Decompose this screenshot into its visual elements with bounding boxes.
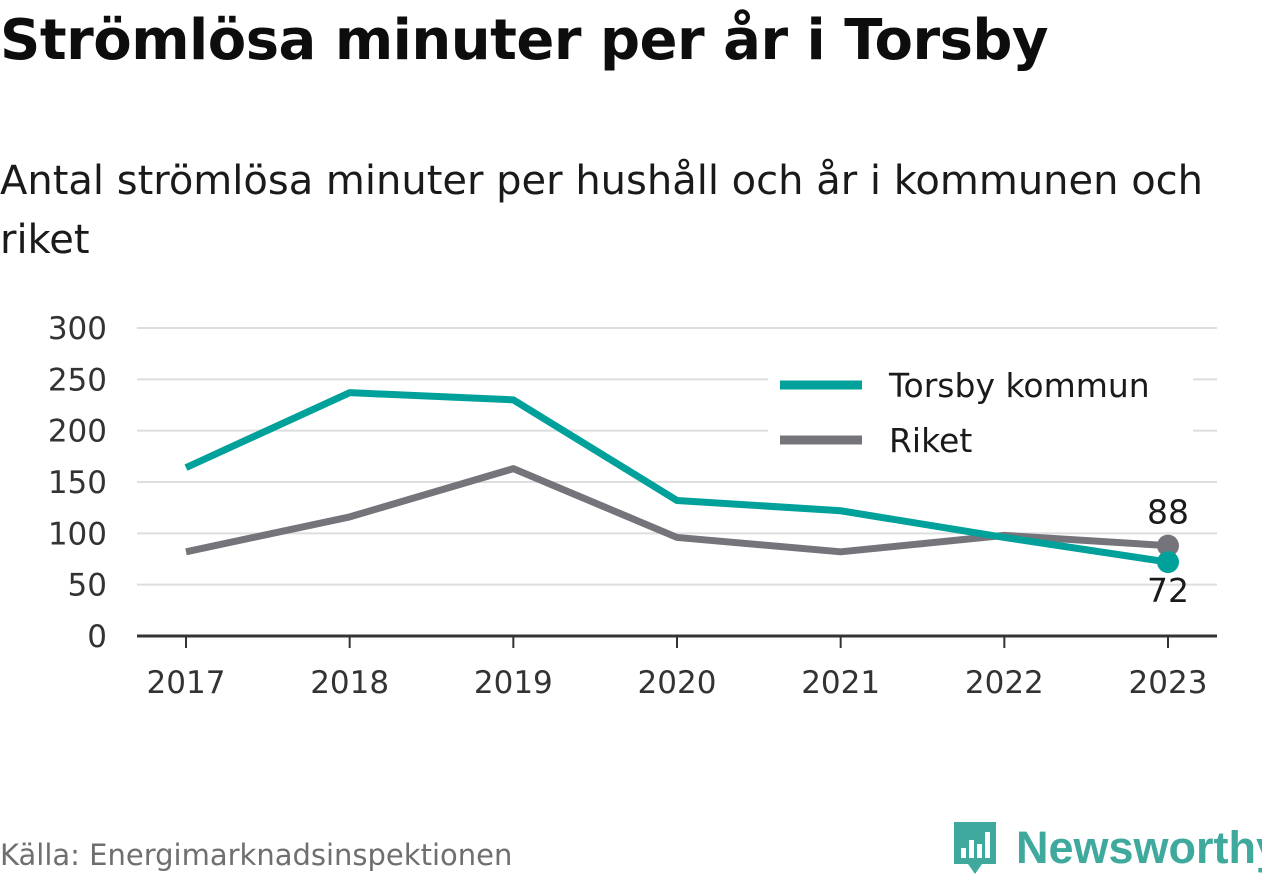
bar-chart-bubble-icon	[954, 822, 996, 874]
chart-title: Strömlösa minuter per år i Torsby	[0, 8, 1049, 73]
y-tick-label: 150	[48, 465, 107, 501]
source-note: Källa: Energimarknadsinspektionen	[0, 838, 513, 872]
legend-backdrop	[768, 350, 1193, 400]
y-tick-label: 0	[87, 619, 107, 655]
end-point-marker	[1157, 534, 1179, 557]
legend-backdrop	[768, 405, 1193, 455]
y-tick-label: 250	[48, 362, 107, 398]
legend-label: Riket	[889, 421, 972, 460]
series-line	[184, 389, 1169, 566]
y-tick-label: 300	[48, 311, 107, 347]
x-tick-label: 2023	[1129, 665, 1208, 701]
brand-logo: Newsworthy	[950, 818, 1262, 878]
x-axis	[137, 634, 1217, 648]
y-tick-label: 200	[48, 414, 107, 450]
chart-subtitle: Antal strömlösa minuter per hushåll och …	[0, 158, 1204, 263]
x-axis-tick-labels: 2017 2018 2019 2020 2021 2022 2023	[147, 665, 1208, 701]
x-tick-label: 2018	[310, 665, 389, 701]
x-tick-label: 2020	[638, 665, 717, 701]
y-tick-label: 50	[68, 568, 107, 604]
end-value-label: 72	[1147, 571, 1189, 610]
x-tick-label: 2019	[474, 665, 553, 701]
legend: Torsby kommun Riket	[768, 350, 1193, 460]
series-lines: 72 88	[184, 389, 1189, 610]
x-tick-label: 2022	[965, 665, 1044, 701]
legend-label: Torsby kommun	[888, 366, 1150, 405]
grid-lines	[137, 327, 1217, 586]
x-tick-label: 2017	[147, 665, 226, 701]
end-value-label: 88	[1147, 493, 1189, 532]
brand-name: Newsworthy	[1016, 822, 1262, 873]
y-tick-label: 100	[48, 516, 107, 552]
x-tick-label: 2021	[801, 665, 880, 701]
y-axis-tick-labels: 0 50 100 150 200 250 300	[48, 311, 107, 655]
end-point-marker	[1157, 551, 1179, 574]
